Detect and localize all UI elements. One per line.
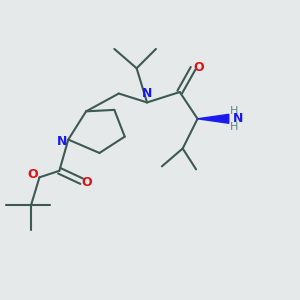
Text: N: N xyxy=(56,135,67,148)
Text: O: O xyxy=(28,169,38,182)
Text: H: H xyxy=(230,106,238,116)
Text: N: N xyxy=(232,112,243,125)
Text: N: N xyxy=(142,87,152,100)
Text: H: H xyxy=(230,122,238,132)
Polygon shape xyxy=(198,114,229,123)
Text: O: O xyxy=(193,61,204,74)
Text: O: O xyxy=(82,176,92,189)
